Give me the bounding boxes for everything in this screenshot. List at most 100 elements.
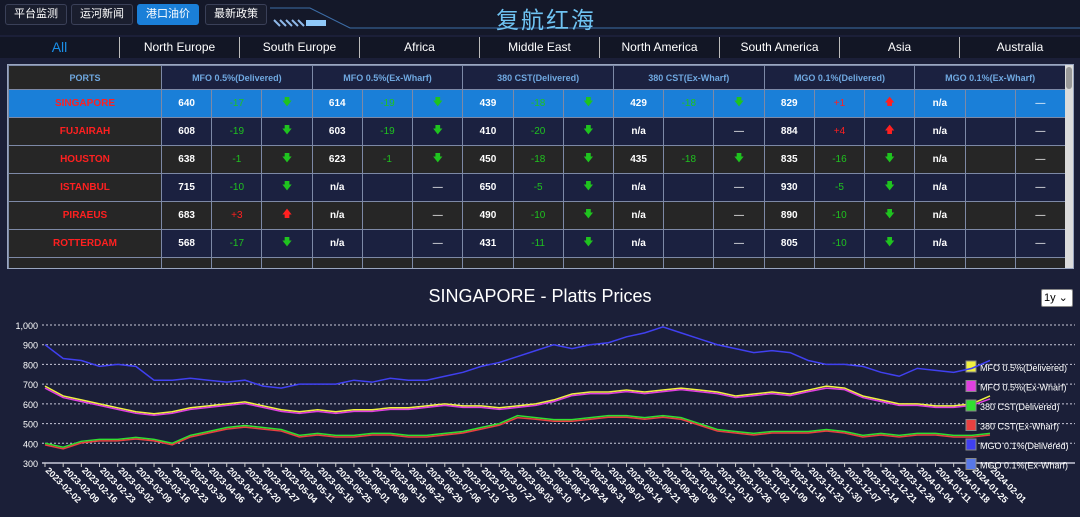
price-change: -20 — [512, 117, 564, 146]
legend-label[interactable]: MGO 0.1%(Ex-Wharf) — [980, 461, 1068, 471]
table-row[interactable]: ROTTERDAM 568 -17 🡇 n/a —431 -11 🡇 n/a —805 -10 🡇 n/… — [8, 229, 1067, 258]
port-name[interactable]: ROTTERDAM — [8, 229, 162, 258]
price-change: +3 — [211, 201, 263, 230]
legend-label[interactable]: MFO 0.5%(Ex-Wharf) — [980, 383, 1067, 393]
series-line-3 — [44, 416, 991, 450]
price-change — [663, 201, 715, 230]
empty-cell — [864, 257, 916, 268]
price-change — [964, 117, 1016, 146]
region-tab-all[interactable]: All — [0, 37, 120, 58]
nav-canal-news[interactable]: 运河新闻 — [71, 4, 133, 25]
arrow-down-icon: 🡇 — [864, 145, 916, 174]
region-tab-north-america[interactable]: North America — [600, 37, 720, 58]
price-change: -18 — [663, 145, 715, 174]
range-select[interactable]: 1y ⌄ — [1041, 289, 1073, 307]
legend-label[interactable]: MGO 0.1%(Delivered) — [980, 441, 1069, 451]
arrow-down-icon: 🡇 — [261, 117, 313, 146]
empty-cell — [8, 257, 162, 268]
legend-label[interactable]: 380 CST(Delivered) — [980, 402, 1060, 412]
price-value: n/a — [914, 173, 966, 202]
nav-platform-monitor[interactable]: 平台监测 — [5, 4, 67, 25]
legend-swatch[interactable] — [965, 438, 977, 451]
price-value: 638 — [160, 145, 213, 174]
column-header: MFO 0.5%(Ex-Wharf) — [311, 65, 464, 90]
dash-icon: — — [713, 173, 765, 202]
arrow-down-icon: 🡇 — [562, 173, 614, 202]
price-value: n/a — [914, 89, 966, 118]
scrollbar-thumb[interactable] — [1066, 67, 1072, 89]
price-change: -1 — [211, 145, 263, 174]
price-value: 435 — [612, 145, 665, 174]
arrow-down-icon: 🡇 — [412, 117, 464, 146]
table-row[interactable]: SINGAPORE 640 -17 🡇 614 -19 🡇 439 -18 🡇 429 -18 🡇 829… — [8, 89, 1067, 118]
table-row[interactable]: ISTANBUL 715 -10 🡇 n/a —650 -5 🡇 n/a —930 -5 🡇 n/a — — [8, 173, 1067, 202]
region-tab-north-europe[interactable]: North Europe — [120, 37, 240, 58]
table-row[interactable]: HOUSTON 638 -1 🡇 623 -1 🡇 450 -18 🡇 435 -18 🡇 835 -16 🡇… — [8, 145, 1067, 174]
price-change: -17 — [211, 89, 263, 118]
price-change: -11 — [512, 229, 564, 258]
table-row[interactable] — [8, 257, 1067, 268]
table-row[interactable]: FUJAIRAH 608 -19 🡇 603 -19 🡇 410 -20 🡇 n/a —884 +4 🡅 n… — [8, 117, 1067, 146]
price-value: n/a — [914, 117, 966, 146]
port-price-table: PORTS MFO 0.5%(Delivered) MFO 0.5%(Ex-Whar… — [7, 64, 1074, 269]
legend-swatch[interactable] — [965, 458, 977, 470]
empty-cell — [562, 257, 614, 268]
nav-port-oil-price[interactable]: 港口油价 — [137, 4, 199, 25]
arrow-down-icon: 🡇 — [261, 145, 313, 174]
empty-cell — [964, 257, 1016, 268]
arrow-down-icon: 🡇 — [864, 173, 916, 202]
arrow-up-icon: 🡅 — [864, 117, 916, 146]
table-scrollbar[interactable] — [1065, 65, 1073, 268]
region-tab-australia[interactable]: Australia — [996, 40, 1044, 54]
arrow-down-icon: 🡇 — [713, 145, 765, 174]
dash-icon: — — [412, 229, 464, 258]
price-value: n/a — [612, 173, 665, 202]
price-change: -18 — [512, 89, 564, 118]
arrow-down-icon: 🡇 — [562, 89, 614, 118]
column-header: PORTS — [8, 65, 162, 90]
region-tab-asia[interactable]: Asia — [840, 37, 960, 58]
dash-icon: — — [1014, 173, 1067, 202]
legend-label[interactable]: MFO 0.5%(Delivered) — [980, 363, 1067, 373]
price-value: 614 — [311, 89, 363, 118]
region-tab-middle-east[interactable]: Middle East — [480, 37, 600, 58]
y-tick-label: 400 — [23, 439, 38, 449]
empty-cell — [1014, 257, 1067, 268]
legend-label[interactable]: 380 CST(Ex-Wharf) — [980, 422, 1059, 432]
series-line-2 — [44, 414, 991, 449]
price-value: 429 — [612, 89, 665, 118]
price-value: 490 — [462, 201, 514, 230]
legend-swatch[interactable] — [965, 399, 977, 412]
y-tick-label: 700 — [23, 380, 38, 390]
port-name[interactable]: PIRAEUS — [8, 201, 162, 230]
legend-swatch[interactable] — [965, 419, 977, 431]
y-tick-label: 800 — [23, 360, 38, 370]
column-header: 380 CST(Delivered) — [462, 65, 614, 90]
region-tab-africa[interactable]: Africa — [360, 37, 480, 58]
price-change: -5 — [512, 173, 564, 202]
price-change: +1 — [813, 89, 866, 118]
nav-latest-policy[interactable]: 最新政策 — [205, 4, 267, 25]
price-value: n/a — [914, 229, 966, 258]
price-value: 410 — [462, 117, 514, 146]
top-bar: 平台监测 运河新闻 港口油价 最新政策 复航红海 — [0, 0, 1080, 35]
empty-cell — [763, 257, 815, 268]
arrow-down-icon: 🡇 — [261, 89, 313, 118]
table-row[interactable]: PIRAEUS 683 +3 🡅 n/a —490 -10 🡇 n/a —890 -10 🡇 n/a — — [8, 201, 1067, 230]
port-name[interactable]: ISTANBUL — [8, 173, 162, 202]
column-header: MGO 0.1%(Delivered) — [763, 65, 916, 90]
port-name[interactable]: HOUSTON — [8, 145, 162, 174]
price-change — [663, 173, 715, 202]
port-name[interactable]: FUJAIRAH — [8, 117, 162, 146]
port-name[interactable]: SINGAPORE — [8, 89, 162, 118]
price-value: 683 — [160, 201, 213, 230]
dash-icon: — — [713, 117, 765, 146]
y-tick-label: 600 — [23, 400, 38, 410]
legend-swatch[interactable] — [965, 380, 977, 392]
region-tab-south-europe[interactable]: South Europe — [240, 37, 360, 58]
price-change: -10 — [512, 201, 564, 230]
region-tab-south-america[interactable]: South America — [720, 37, 840, 58]
price-value: 603 — [311, 117, 363, 146]
price-value: n/a — [311, 173, 363, 202]
price-change — [964, 173, 1016, 202]
